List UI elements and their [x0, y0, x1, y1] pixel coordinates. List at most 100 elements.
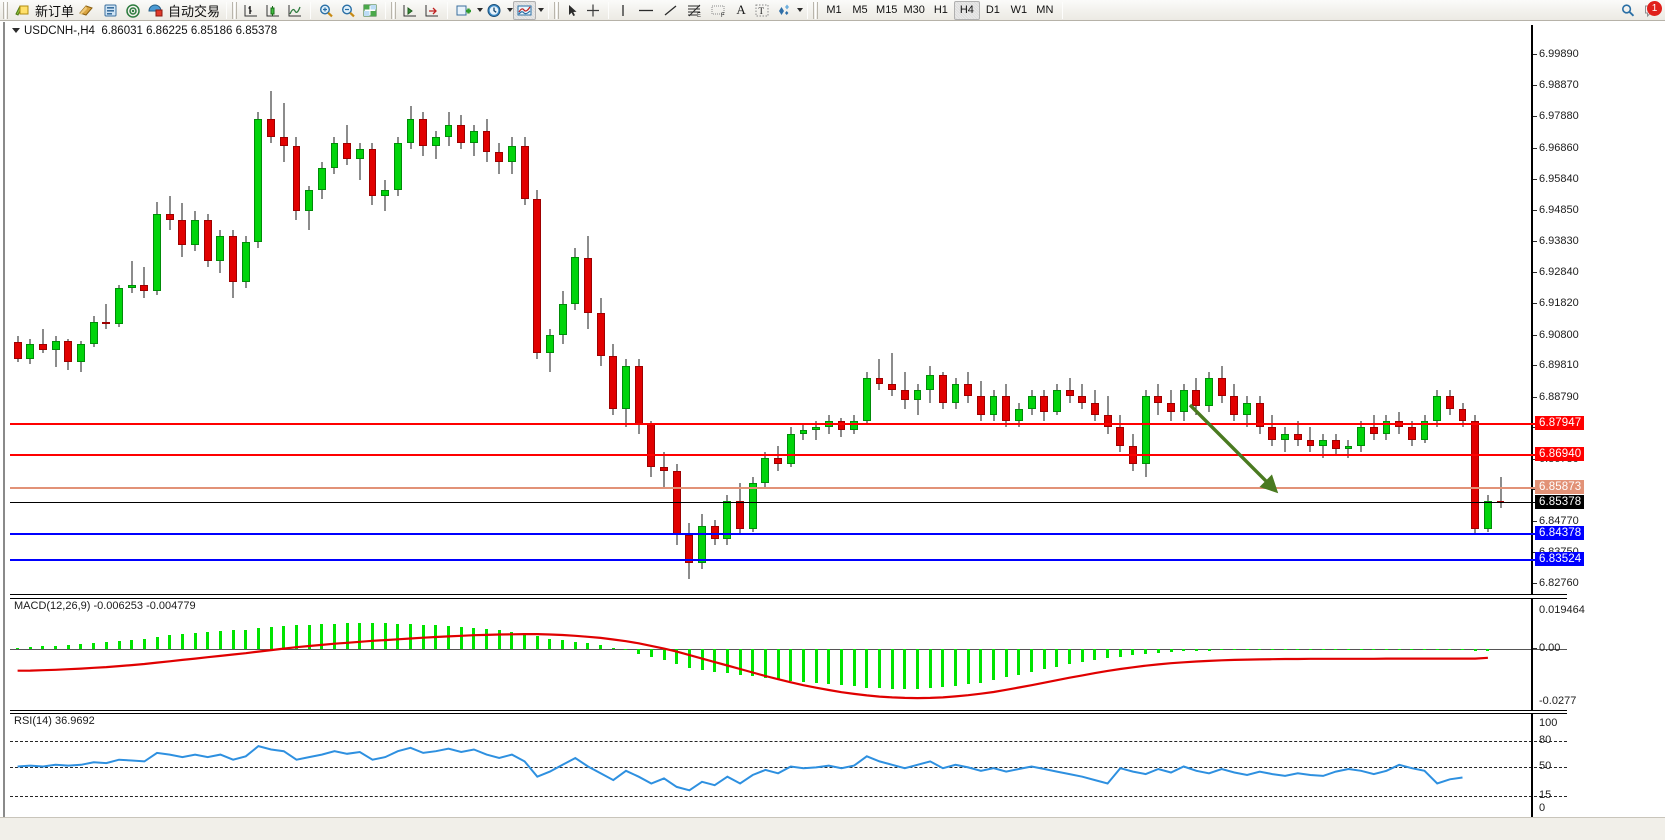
price-tick-label: 6.88790: [1539, 390, 1579, 403]
cursor-icon[interactable]: [562, 1, 582, 20]
period-icon[interactable]: [483, 1, 505, 20]
timeframe-toolbar-grip[interactable]: [813, 1, 819, 19]
crosshair-icon[interactable]: [582, 1, 604, 20]
zoom-in-icon[interactable]: [315, 1, 337, 20]
period-dropdown-icon[interactable]: [507, 8, 514, 12]
timeframe-h4[interactable]: H4: [953, 0, 980, 20]
macd-histogram-bar: [1410, 648, 1414, 651]
add-indicator-dropdown-icon[interactable]: [477, 8, 484, 12]
rsi-label: RSI(14) 36.9692: [14, 715, 95, 727]
price-pane[interactable]: [10, 25, 1567, 595]
macd-histogram-bar: [1004, 648, 1008, 678]
price-tick: [1533, 147, 1537, 149]
macd-histogram-bar: [763, 648, 767, 678]
shapes-icon[interactable]: [773, 1, 795, 20]
chart-window[interactable]: USDCNH-,H4 6.86031 6.86225 6.85186 6.853…: [0, 21, 1665, 840]
timeframe-m30[interactable]: M30: [903, 4, 925, 16]
grid-icon[interactable]: [359, 1, 381, 20]
horizontal-line-icon[interactable]: [633, 1, 659, 20]
market-watch-icon[interactable]: [144, 1, 166, 20]
zoom-out-icon[interactable]: [337, 1, 359, 20]
macd-histogram-bar: [307, 624, 311, 649]
rsi-axis-label: 100: [1539, 717, 1558, 729]
vertical-line-icon[interactable]: [613, 1, 633, 20]
bar-chart-icon[interactable]: [240, 1, 262, 20]
new-order-button[interactable]: 新订单: [35, 3, 75, 19]
price-tick-label: 6.97880: [1539, 110, 1579, 123]
candle: [1217, 365, 1226, 403]
toolbar-separator: [226, 1, 228, 19]
search-icon[interactable]: [1617, 1, 1639, 20]
candle: [1268, 415, 1277, 446]
data-window-icon[interactable]: [100, 1, 122, 20]
macd-histogram-bar: [1372, 648, 1376, 651]
toolbar-grip[interactable]: [3, 1, 8, 19]
timeframe-d1[interactable]: D1: [985, 4, 1000, 16]
macd-histogram-bar: [1346, 648, 1350, 651]
price-tick-label: 6.84770: [1539, 514, 1579, 527]
autotrading-button[interactable]: 自动交易: [168, 3, 221, 19]
price-level-badge[interactable]: 6.86940: [1535, 446, 1585, 461]
chart-shift-icon[interactable]: [421, 1, 443, 20]
chart-toolbar-grip[interactable]: [232, 1, 238, 19]
candle: [77, 340, 85, 372]
shapes-dropdown-icon[interactable]: [797, 8, 804, 12]
macd-histogram-bar: [130, 640, 134, 649]
templates-dropdown-icon[interactable]: [538, 8, 545, 12]
candle: [203, 214, 212, 267]
svg-text:E: E: [697, 13, 701, 18]
text-label-icon[interactable]: T: [751, 1, 773, 20]
price-level-badge[interactable]: 6.84378: [1535, 526, 1585, 541]
price-tick: [1533, 583, 1537, 584]
text-icon[interactable]: A: [736, 2, 746, 17]
strategy-tester-icon[interactable]: [76, 1, 100, 20]
main-toolbar[interactable]: 新订单 自动交易: [0, 0, 1665, 21]
candle: [596, 297, 605, 366]
collapse-triangle-icon[interactable]: [12, 28, 20, 34]
chart-ohlc-values: 6.86031 6.86225 6.85186 6.85378: [101, 25, 278, 37]
macd-histogram-bar: [865, 648, 869, 688]
timeframe-m15[interactable]: M15: [876, 4, 898, 16]
candle: [900, 371, 909, 409]
macd-histogram-bar: [206, 632, 210, 649]
fibonacci-icon[interactable]: E: [683, 1, 707, 20]
candle: [1483, 495, 1492, 533]
navigator-icon[interactable]: [122, 1, 144, 20]
price-level-badge[interactable]: 6.83524: [1535, 552, 1585, 567]
candle: [431, 130, 440, 159]
candle: [482, 118, 491, 162]
candle: [355, 143, 364, 181]
rsi-pane[interactable]: RSI(14) 36.9692: [10, 713, 1567, 818]
toolbar-separator-6: [608, 1, 610, 19]
candlestick-chart-icon[interactable]: [262, 1, 284, 20]
new-order-icon[interactable]: [11, 1, 33, 20]
candle: [469, 124, 478, 156]
candle: [13, 336, 22, 363]
macd-histogram-bar: [16, 647, 20, 649]
timeframe-mn[interactable]: MN: [1036, 4, 1054, 16]
macd-histogram-bar: [827, 648, 831, 685]
timeframe-m1[interactable]: M1: [826, 4, 842, 16]
candle: [533, 189, 542, 360]
line-chart-icon[interactable]: [284, 1, 306, 20]
macd-zero-line: [10, 648, 1567, 650]
price-level-badge[interactable]: 6.85873: [1535, 479, 1585, 494]
price-scale[interactable]: [1570, 22, 1662, 837]
drawing-toolbar-grip[interactable]: [554, 1, 560, 19]
timeframe-h1[interactable]: H1: [933, 4, 948, 16]
add-indicator-icon[interactable]: [452, 1, 475, 20]
svg-text:T: T: [759, 6, 765, 16]
trendline-icon[interactable]: [659, 1, 683, 20]
timeframe-m5[interactable]: M5: [852, 4, 868, 16]
timeframe-w1[interactable]: W1: [1010, 4, 1028, 16]
templates-icon[interactable]: [513, 0, 537, 20]
price-level-badge[interactable]: 6.85378: [1535, 495, 1585, 510]
price-tick: [1533, 334, 1537, 336]
shift-toolbar-grip[interactable]: [391, 1, 397, 19]
auto-scroll-icon[interactable]: [399, 1, 421, 20]
notifications-icon[interactable]: 1: [1639, 0, 1663, 20]
price-level-badge[interactable]: 6.87947: [1535, 415, 1585, 430]
chart-frame[interactable]: USDCNH-,H4 6.86031 6.86225 6.85186 6.853…: [3, 22, 1662, 837]
macd-pane[interactable]: MACD(12,26,9) -0.006253 -0.004779: [10, 598, 1567, 711]
equidistant-channel-icon[interactable]: F: [707, 1, 731, 20]
